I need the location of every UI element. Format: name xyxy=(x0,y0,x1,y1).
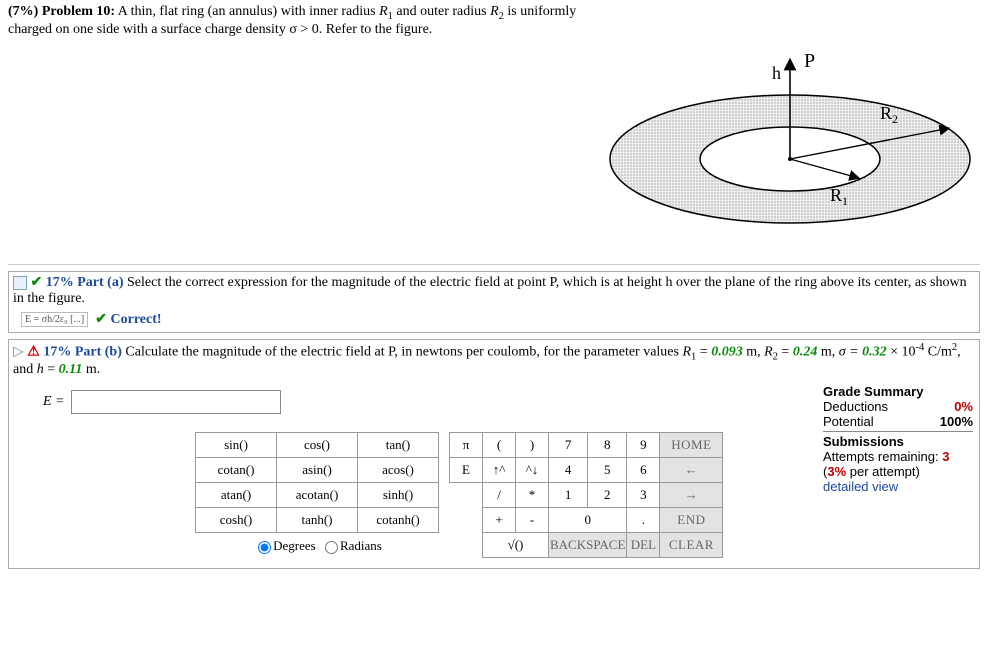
key-right[interactable]: → xyxy=(660,483,723,508)
part-b-text-1: Calculate the magnitude of the electric … xyxy=(122,345,683,360)
figure: h P R1 R2 xyxy=(600,4,980,264)
value-sigma: 0.32 xyxy=(862,345,887,360)
grade-summary: Grade Summary Deductions 0% Potential 10… xyxy=(823,384,973,558)
part-a-answer-row: E = σh/2ε₀ [...] ✔ Correct! xyxy=(9,309,979,332)
var-R1: R xyxy=(379,4,388,19)
key-tanh[interactable]: tanh() xyxy=(277,508,358,533)
check-icon: ✔ xyxy=(95,312,107,327)
attempts-value: 3 xyxy=(942,449,949,464)
key-plus[interactable]: + xyxy=(483,508,516,533)
note-icon xyxy=(13,276,27,290)
part-a-box: ✔ 17% Part (a) Select the correct expres… xyxy=(8,271,980,333)
key-E[interactable]: E xyxy=(450,458,483,483)
figure-label-P: P xyxy=(804,50,815,72)
numeric-keypad: π ( ) 7 8 9 HOME E ↑^ ^↓ 4 5 6 xyxy=(449,432,723,558)
key-1[interactable]: 1 xyxy=(549,483,588,508)
part-b-box: ▷ ⚠ 17% Part (b) Calculate the magnitude… xyxy=(8,339,980,569)
key-2[interactable]: 2 xyxy=(588,483,627,508)
key-paren-close[interactable]: ) xyxy=(516,433,549,458)
attempts-remaining: Attempts remaining: 3 xyxy=(823,449,973,464)
mode-radians[interactable]: Radians xyxy=(319,538,382,553)
key-cos[interactable]: cos() xyxy=(277,433,358,458)
per-attempt: (3% per attempt) xyxy=(823,464,973,479)
key-end[interactable]: END xyxy=(660,508,723,533)
key-left[interactable]: ← xyxy=(660,458,723,483)
var-R2: R xyxy=(490,4,499,19)
key-cosh[interactable]: cosh() xyxy=(196,508,277,533)
problem-text-2: and outer radius xyxy=(393,4,490,19)
part-a-label: Part (a) xyxy=(77,275,123,290)
key-dot[interactable]: . xyxy=(627,508,660,533)
key-acos[interactable]: acos() xyxy=(358,458,439,483)
submissions-title: Submissions xyxy=(823,434,973,449)
key-sup-down[interactable]: ^↓ xyxy=(516,458,549,483)
mode-degrees[interactable]: Degrees xyxy=(252,538,316,553)
part-a-text: Select the correct expression for the ma… xyxy=(13,275,967,306)
problem-text-1: A thin, flat ring (an annulus) with inne… xyxy=(115,4,379,19)
key-6[interactable]: 6 xyxy=(627,458,660,483)
key-div[interactable]: / xyxy=(483,483,516,508)
figure-label-h: h xyxy=(772,63,781,83)
problem-statement: (7%) Problem 10: A thin, flat ring (an a… xyxy=(8,4,600,38)
key-8[interactable]: 8 xyxy=(588,433,627,458)
key-mult[interactable]: * xyxy=(516,483,549,508)
part-a-formula: E = σh/2ε₀ [...] xyxy=(21,312,88,327)
key-pi[interactable]: π xyxy=(450,433,483,458)
key-sup-up[interactable]: ↑^ xyxy=(483,458,516,483)
key-asin[interactable]: asin() xyxy=(277,458,358,483)
key-acotan[interactable]: acotan() xyxy=(277,483,358,508)
warning-icon: ⚠ xyxy=(27,345,40,360)
part-b-percent: 17% xyxy=(43,345,71,360)
part-a-header: ✔ 17% Part (a) Select the correct expres… xyxy=(9,272,979,309)
part-a-percent: 17% xyxy=(46,275,74,290)
key-sin[interactable]: sin() xyxy=(196,433,277,458)
problem-weight: (7%) xyxy=(8,4,38,19)
key-paren-open[interactable]: ( xyxy=(483,433,516,458)
keypad: sin() cos() tan() cotan() asin() acos() … xyxy=(195,432,811,558)
value-h: 0.11 xyxy=(59,362,83,377)
key-cotanh[interactable]: cotanh() xyxy=(358,508,439,533)
key-del[interactable]: DEL xyxy=(627,533,660,558)
play-icon: ▷ xyxy=(13,345,24,360)
key-4[interactable]: 4 xyxy=(549,458,588,483)
value-R1: 0.093 xyxy=(711,345,743,360)
key-sinh[interactable]: sinh() xyxy=(358,483,439,508)
part-b-label: Part (b) xyxy=(75,345,122,360)
key-3[interactable]: 3 xyxy=(627,483,660,508)
key-5[interactable]: 5 xyxy=(588,458,627,483)
deductions-value: 0% xyxy=(954,399,973,414)
part-a-correct: Correct! xyxy=(111,312,162,327)
check-icon: ✔ xyxy=(31,275,43,290)
key-clear[interactable]: CLEAR xyxy=(660,533,723,558)
answer-area: E = sin() cos() tan() cotan() asin() aco… xyxy=(15,384,811,558)
key-minus[interactable]: - xyxy=(516,508,549,533)
summary-title: Grade Summary xyxy=(823,384,973,399)
key-7[interactable]: 7 xyxy=(549,433,588,458)
problem-header: (7%) Problem 10: A thin, flat ring (an a… xyxy=(8,4,980,265)
key-backspace[interactable]: BACKSPACE xyxy=(549,533,627,558)
deductions-label: Deductions xyxy=(823,399,888,414)
problem-label: Problem 10: xyxy=(42,4,115,19)
function-keypad: sin() cos() tan() cotan() asin() acos() … xyxy=(195,432,439,558)
key-9[interactable]: 9 xyxy=(627,433,660,458)
answer-input[interactable] xyxy=(71,390,281,414)
key-sqrt[interactable]: √() xyxy=(483,533,549,558)
potential-label: Potential xyxy=(823,414,874,429)
annulus-figure: h P R1 R2 xyxy=(600,9,980,259)
part-b-header: ▷ ⚠ 17% Part (b) Calculate the magnitude… xyxy=(9,340,979,380)
key-cotan[interactable]: cotan() xyxy=(196,458,277,483)
key-home[interactable]: HOME xyxy=(660,433,723,458)
key-0[interactable]: 0 xyxy=(549,508,627,533)
key-atan[interactable]: atan() xyxy=(196,483,277,508)
value-R2: 0.24 xyxy=(793,345,818,360)
answer-label: E = xyxy=(43,394,65,410)
detailed-view-link[interactable]: detailed view xyxy=(823,479,973,494)
potential-value: 100% xyxy=(940,414,973,429)
key-tan[interactable]: tan() xyxy=(358,433,439,458)
